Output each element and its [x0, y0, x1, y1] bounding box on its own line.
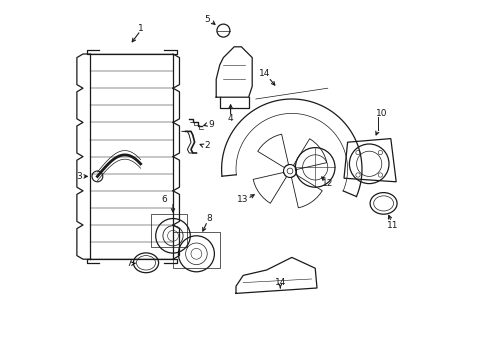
Text: 7: 7 — [126, 259, 132, 268]
Text: 4: 4 — [228, 114, 233, 123]
Text: 9: 9 — [208, 120, 214, 129]
Text: 10: 10 — [376, 109, 388, 118]
Text: 6: 6 — [161, 195, 167, 204]
Text: 3: 3 — [76, 172, 82, 181]
Text: 5: 5 — [204, 15, 210, 24]
Text: 1: 1 — [138, 24, 144, 33]
Text: 2: 2 — [204, 141, 210, 150]
Text: 13: 13 — [238, 195, 249, 204]
Text: 12: 12 — [322, 179, 334, 188]
Text: 11: 11 — [387, 220, 398, 230]
Text: 14: 14 — [274, 278, 286, 287]
Text: 14: 14 — [259, 69, 270, 78]
Text: 8: 8 — [206, 215, 212, 223]
